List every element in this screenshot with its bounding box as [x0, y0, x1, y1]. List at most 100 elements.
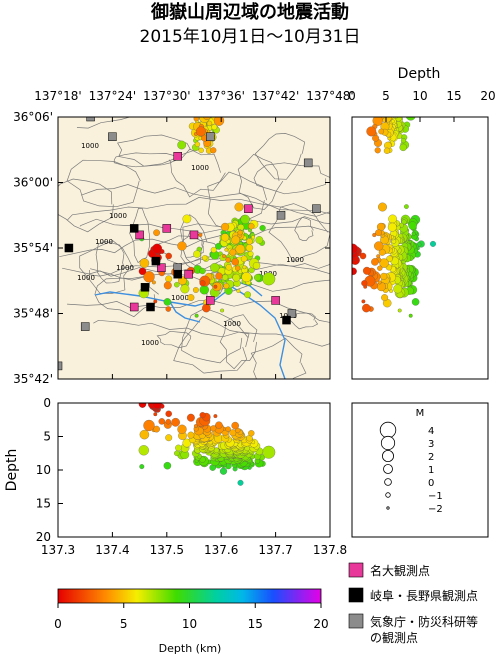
- magnitude-label: 0: [428, 478, 434, 489]
- longitude-tick-label: 137°18': [34, 89, 81, 103]
- hypocenter-dot: [143, 419, 155, 432]
- station-marker: [86, 117, 95, 122]
- hypocenter-dot: [251, 235, 256, 240]
- station-legend-label: の観測点: [370, 631, 418, 645]
- hypocenter-dot: [202, 117, 212, 120]
- station-marker: [276, 210, 286, 220]
- hypocenter-dot: [193, 424, 198, 428]
- longitude-tick-label: 137.3: [41, 543, 75, 557]
- contour-line: [93, 319, 330, 347]
- hypocenter-dot: [408, 313, 413, 318]
- colorbar-tick-label: 20: [313, 617, 328, 631]
- contour-line: [237, 153, 284, 210]
- station-legend-swatch: [348, 613, 364, 629]
- hypocenter-dot: [175, 444, 182, 452]
- hypocenter-dot: [371, 258, 379, 266]
- hypocenter-dot: [174, 281, 180, 288]
- latitude-tick-label: 35°48': [13, 307, 53, 321]
- hypocenter-dot: [210, 147, 217, 154]
- contour-line: [66, 159, 141, 208]
- station-marker: [244, 204, 253, 213]
- hypocenter-dot: [139, 429, 150, 440]
- hypocenter-dot: [221, 233, 230, 242]
- hypocenter-dot: [152, 403, 163, 409]
- hypocenter-dot: [139, 464, 145, 470]
- hypocenter-dot: [374, 241, 384, 251]
- topographic-contours: [58, 117, 330, 379]
- hypocenter-dot: [210, 262, 220, 273]
- depth-lon-frame: [57, 402, 331, 538]
- contour-line: [59, 225, 330, 258]
- hypocenter-dot: [240, 214, 250, 225]
- hypocenter-dot: [262, 445, 276, 459]
- hypocenter-dot: [234, 202, 244, 212]
- hypocenter-dot: [225, 264, 232, 271]
- depth-latitude-panel: Depth 0 5 10 15 20: [348, 66, 496, 380]
- hypocenter-dot: [430, 240, 436, 247]
- figure-title: 御嶽山周辺域の地震活動: [150, 1, 349, 23]
- hypocenter-dot: [165, 252, 172, 260]
- station-marker: [189, 230, 199, 240]
- latitude-axis: 36°06' 36°00' 35°54' 35°48' 35°42': [13, 110, 330, 386]
- hypocenter-dot: [221, 222, 230, 231]
- hypocenter-dot: [199, 280, 206, 287]
- contour-line: [129, 207, 150, 264]
- contour-label: 1000: [141, 339, 159, 347]
- hypocenter-dot: [177, 140, 187, 150]
- magnitude-label: 2: [428, 452, 434, 463]
- depth-tick-label: 5: [382, 89, 390, 103]
- hypocenter-dot: [210, 246, 217, 253]
- contour-line: [294, 216, 314, 241]
- hypocenter-dot: [232, 273, 241, 282]
- station-marker: [312, 204, 321, 213]
- hypocenter-dot: [362, 303, 371, 313]
- hypocenter-dot: [213, 447, 220, 454]
- hypocenter-dot: [177, 424, 187, 434]
- hypocenter-dot: [262, 272, 276, 286]
- colorbar-tick-label: 5: [120, 617, 128, 631]
- hypocenter-dot: [375, 229, 382, 237]
- depth-lat-hypocenters: [352, 103, 436, 318]
- hypocenter-dot: [377, 280, 382, 285]
- contour-line: [79, 240, 134, 294]
- hypocenter-dot: [235, 265, 241, 271]
- hypocenter-dot: [248, 430, 255, 437]
- colorbar-label: Depth (km): [159, 642, 222, 655]
- magnitude-symbol: [380, 435, 396, 451]
- hypocenter-dot: [165, 418, 172, 425]
- contour-line: [219, 314, 258, 370]
- hypocenter-dot: [376, 254, 381, 259]
- hypocenter-dot: [151, 280, 156, 285]
- station-legend-label: 名大観測点: [370, 563, 430, 578]
- hypocenter-dot: [387, 222, 397, 232]
- hypocenter-dot: [411, 298, 420, 306]
- hypocenter-dot: [193, 117, 199, 122]
- hypocenter-dot: [411, 231, 416, 236]
- hypocenter-dot: [165, 410, 172, 418]
- hypocenter-dot: [237, 479, 244, 486]
- depth-tick-label: 15: [36, 497, 51, 511]
- hypocenter-dot: [199, 412, 206, 419]
- hypocenter-dot: [225, 257, 231, 263]
- hypocenter-dot: [405, 117, 416, 121]
- depth-tick-label: 20: [480, 89, 495, 103]
- hypocenter-dot: [210, 425, 217, 432]
- hypocenter-dot: [138, 403, 147, 408]
- longitude-tick-label: 137.4: [95, 543, 129, 557]
- hypocenter-dot: [391, 109, 397, 115]
- longitude-tick-label: 137.8: [313, 543, 347, 557]
- contour-line: [156, 330, 192, 349]
- longitude-axis: 137°18' 137°24' 137°30' 137°36' 137°42' 137°4…: [34, 89, 354, 379]
- hypocenter-dot: [229, 429, 237, 437]
- station-marker: [135, 230, 144, 240]
- contour-label: 1000: [109, 212, 127, 220]
- hypocenter-dot: [220, 308, 225, 313]
- hypocenter-dot: [153, 299, 158, 304]
- hypocenter-dot: [393, 103, 398, 108]
- hypocenter-dot: [224, 247, 229, 252]
- hypocenter-dot: [186, 413, 195, 422]
- magnitude-legend-frame: [351, 402, 489, 538]
- hypocenter-dot: [244, 291, 251, 299]
- station-marker: [64, 243, 74, 253]
- depth-tick-label: 5: [43, 430, 51, 444]
